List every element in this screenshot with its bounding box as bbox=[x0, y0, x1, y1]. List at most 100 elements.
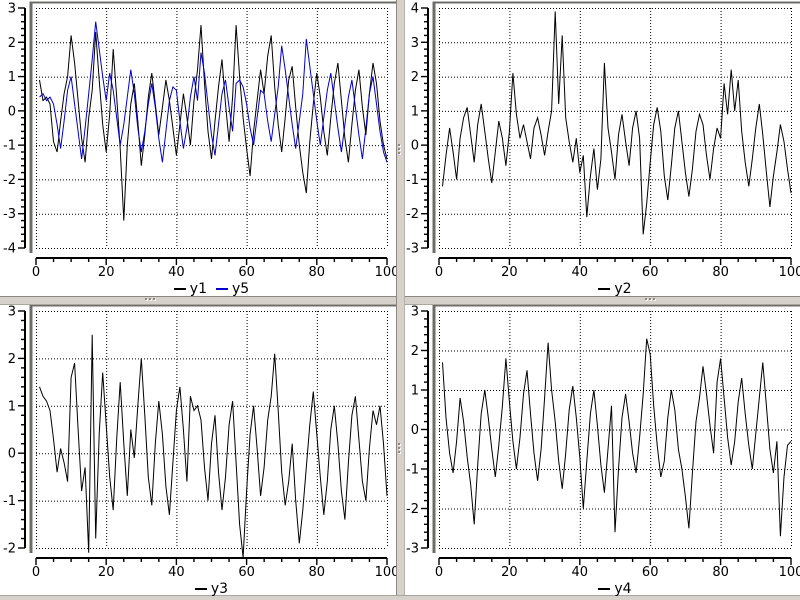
legend-label: y4 bbox=[614, 581, 632, 597]
legend-line-icon bbox=[194, 588, 207, 590]
svg-text:-2: -2 bbox=[406, 502, 419, 517]
window-bottom-edge bbox=[0, 595, 800, 600]
svg-text:60: 60 bbox=[642, 265, 659, 280]
svg-text:20: 20 bbox=[501, 565, 518, 580]
legend-entry-y3: y3 bbox=[194, 581, 229, 597]
canvas-border bbox=[432, 304, 800, 553]
svg-text:1: 1 bbox=[411, 384, 419, 399]
splitter-grip-icon bbox=[645, 298, 655, 300]
series-y2 bbox=[442, 11, 792, 235]
svg-text:40: 40 bbox=[168, 265, 185, 280]
series-y3 bbox=[39, 334, 388, 558]
svg-text:4: 4 bbox=[411, 2, 419, 17]
svg-text:2: 2 bbox=[411, 70, 419, 85]
svg-text:0: 0 bbox=[411, 139, 419, 154]
svg-text:0: 0 bbox=[32, 565, 40, 580]
svg-text:-3: -3 bbox=[406, 542, 419, 557]
svg-text:-4: -4 bbox=[3, 242, 16, 257]
legend: y2 bbox=[439, 281, 791, 297]
y-axis: -3 -2 -1 0 1 2 3 4 bbox=[406, 2, 429, 257]
legend-entry-y5: y5 bbox=[216, 281, 249, 297]
legend-entry-y4: y4 bbox=[598, 581, 632, 597]
svg-text:-3: -3 bbox=[406, 242, 419, 257]
series-y4 bbox=[442, 338, 792, 537]
svg-text:40: 40 bbox=[168, 565, 185, 580]
legend: y3 bbox=[36, 581, 387, 597]
splitter-grip-icon bbox=[398, 443, 400, 453]
x-axis: 0 20 40 60 80 100 bbox=[435, 257, 800, 280]
svg-text:0: 0 bbox=[8, 447, 16, 462]
svg-text:3: 3 bbox=[8, 305, 16, 320]
chart-pane-y2: -3 -2 -1 0 1 2 3 4 0 20 40 60 80 100 bbox=[403, 0, 800, 296]
x-axis: 0 20 40 60 80 100 bbox=[435, 557, 800, 580]
y-axis: -3 -2 -1 0 1 2 3 bbox=[406, 305, 429, 557]
chart-pane-y1-y5: -4 -3 -2 -1 0 1 2 3 0 20 40 60 80 100 bbox=[0, 0, 396, 296]
svg-text:-2: -2 bbox=[3, 542, 16, 557]
svg-text:20: 20 bbox=[98, 565, 115, 580]
svg-text:100: 100 bbox=[779, 265, 800, 280]
svg-text:-2: -2 bbox=[3, 173, 16, 188]
legend: y4 bbox=[439, 581, 791, 597]
x-axis: 0 20 40 60 80 100 bbox=[32, 557, 396, 580]
splitter-grip-icon bbox=[398, 144, 400, 154]
chart-pane-y3: -2 -1 0 1 2 3 0 20 40 60 80 100 bbox=[0, 303, 396, 600]
svg-text:2: 2 bbox=[8, 36, 16, 51]
svg-text:80: 80 bbox=[309, 565, 326, 580]
svg-text:80: 80 bbox=[712, 565, 729, 580]
svg-text:-2: -2 bbox=[406, 207, 419, 222]
svg-text:-3: -3 bbox=[3, 207, 16, 222]
canvas-border bbox=[29, 1, 396, 253]
legend-line-icon bbox=[598, 288, 611, 290]
svg-text:60: 60 bbox=[238, 565, 255, 580]
svg-text:100: 100 bbox=[779, 565, 800, 580]
svg-text:60: 60 bbox=[238, 265, 255, 280]
svg-text:40: 40 bbox=[572, 265, 589, 280]
svg-text:0: 0 bbox=[411, 423, 419, 438]
legend-line-icon bbox=[216, 288, 228, 290]
x-axis: 0 20 40 60 80 100 bbox=[32, 257, 396, 280]
svg-text:2: 2 bbox=[411, 344, 419, 359]
y-axis: -2 -1 0 1 2 3 bbox=[3, 305, 26, 557]
svg-text:40: 40 bbox=[572, 565, 589, 580]
legend-label: y2 bbox=[614, 281, 632, 297]
chart-pane-y4: -3 -2 -1 0 1 2 3 0 20 40 60 80 100 bbox=[403, 303, 800, 600]
svg-text:0: 0 bbox=[32, 265, 40, 280]
vertical-splitter[interactable] bbox=[396, 0, 405, 600]
svg-text:2: 2 bbox=[8, 352, 16, 367]
legend-label: y3 bbox=[210, 581, 229, 597]
svg-text:0: 0 bbox=[8, 104, 16, 119]
svg-text:100: 100 bbox=[375, 565, 396, 580]
svg-text:-1: -1 bbox=[406, 463, 419, 478]
svg-text:20: 20 bbox=[501, 265, 518, 280]
svg-text:1: 1 bbox=[411, 104, 419, 119]
plot-y1-y5: -4 -3 -2 -1 0 1 2 3 0 20 40 60 80 100 bbox=[3, 1, 396, 280]
svg-text:-1: -1 bbox=[3, 139, 16, 154]
grid bbox=[439, 8, 792, 249]
svg-text:100: 100 bbox=[375, 265, 396, 280]
svg-text:20: 20 bbox=[98, 265, 115, 280]
svg-text:0: 0 bbox=[435, 565, 443, 580]
legend: y1 y5 bbox=[36, 281, 387, 297]
svg-text:60: 60 bbox=[642, 565, 659, 580]
plot-y4: -3 -2 -1 0 1 2 3 0 20 40 60 80 100 bbox=[406, 304, 800, 580]
series-y1 bbox=[39, 25, 388, 221]
legend-entry-y1: y1 bbox=[173, 281, 207, 297]
svg-text:80: 80 bbox=[712, 265, 729, 280]
series-y5 bbox=[39, 21, 388, 163]
legend-line-icon bbox=[598, 588, 611, 590]
grid bbox=[36, 8, 388, 249]
svg-text:80: 80 bbox=[309, 265, 326, 280]
canvas-border bbox=[432, 1, 800, 253]
svg-text:3: 3 bbox=[8, 2, 16, 17]
svg-text:-1: -1 bbox=[3, 494, 16, 509]
svg-text:1: 1 bbox=[8, 70, 16, 85]
splitter-grip-icon bbox=[145, 298, 155, 300]
legend-label: y1 bbox=[189, 281, 207, 297]
svg-text:3: 3 bbox=[411, 305, 419, 320]
svg-text:-1: -1 bbox=[406, 173, 419, 188]
grid bbox=[439, 311, 792, 549]
svg-text:1: 1 bbox=[8, 399, 16, 414]
legend-line-icon bbox=[173, 288, 186, 290]
